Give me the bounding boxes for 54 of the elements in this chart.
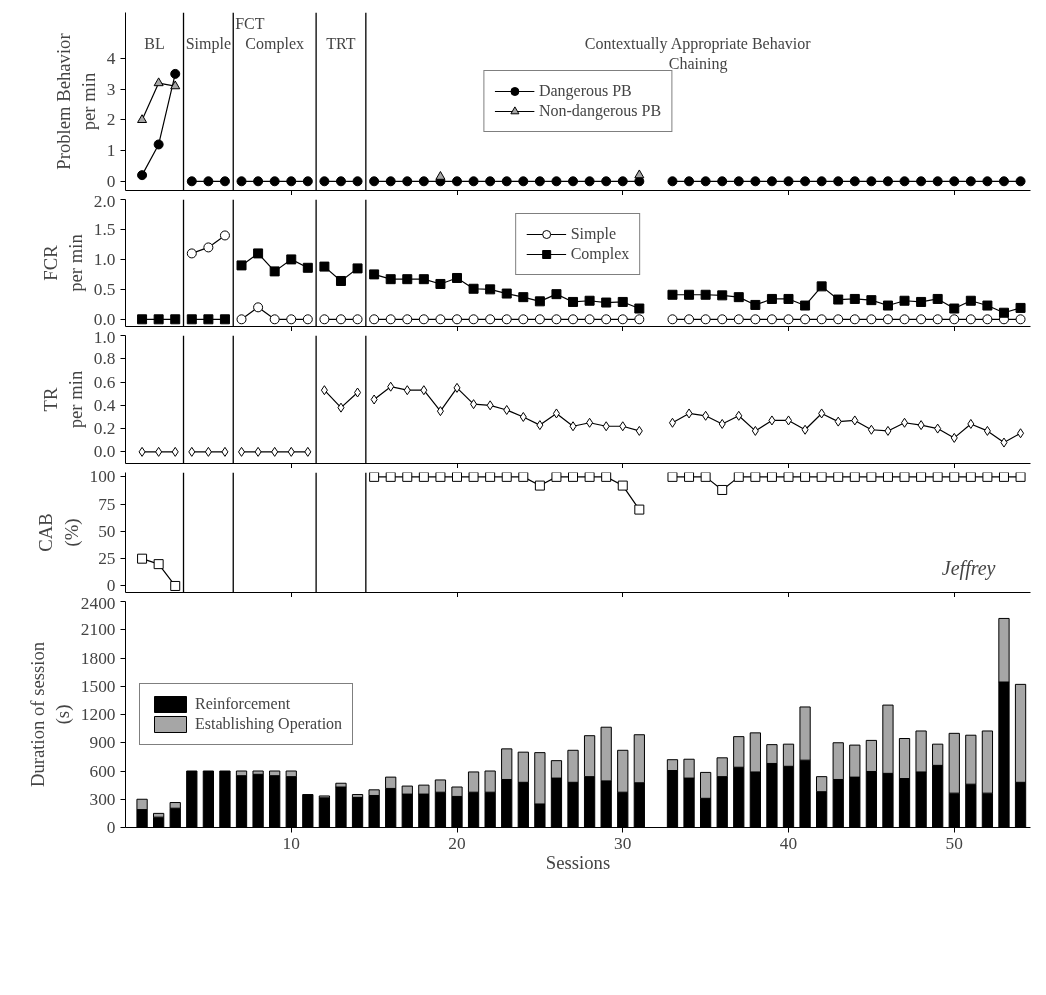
y-tick-label: 1.0 xyxy=(93,249,116,269)
y-tick-label: 2100 xyxy=(80,620,116,640)
x-tick-label: 30 xyxy=(614,833,632,853)
y-tick-label: 0.0 xyxy=(93,309,116,329)
legend-label: Non-dangerous PB xyxy=(538,102,662,120)
annotation: Simple xyxy=(185,34,232,53)
y-tick-label: 2400 xyxy=(80,593,116,613)
y-tick-label: 0.5 xyxy=(93,279,116,299)
y-tick-label: 0 xyxy=(106,171,116,191)
x-tick-label: 40 xyxy=(779,833,798,853)
y-tick-label: 2 xyxy=(106,110,116,130)
y-axis-title: TR per min xyxy=(39,370,86,429)
y-tick-label: 0.6 xyxy=(93,372,116,392)
y-tick-label: 0.2 xyxy=(93,419,116,439)
x-tick-label: 10 xyxy=(282,833,300,853)
y-tick-label: 1 xyxy=(106,141,116,161)
legend-label: Simple xyxy=(570,225,617,243)
y-tick-label: 0 xyxy=(106,818,116,837)
y-tick-label: 1.5 xyxy=(93,219,116,239)
y-axis-title: Duration of session (s) xyxy=(26,641,74,788)
annotation: BL xyxy=(144,34,165,52)
y-tick-label: 1500 xyxy=(80,676,116,696)
y-tick-label: 4 xyxy=(106,49,116,69)
annotation: TRT xyxy=(326,34,356,52)
y-tick-label: 2.0 xyxy=(93,191,116,211)
x-axis-title: Sessions xyxy=(545,851,611,873)
annotation: Complex xyxy=(245,34,305,53)
legend-label: Complex xyxy=(570,245,630,263)
y-tick-label: 25 xyxy=(98,549,116,569)
x-tick-label: 20 xyxy=(448,833,466,853)
y-tick-label: 1.0 xyxy=(93,327,116,347)
legend-label: Establishing Operation xyxy=(195,715,343,733)
y-tick-label: 600 xyxy=(89,761,116,781)
y-tick-label: 50 xyxy=(98,521,116,541)
y-axis-title: FCR per min xyxy=(39,233,86,292)
x-tick-label: 50 xyxy=(945,833,963,853)
y-tick-label: 0.8 xyxy=(93,349,116,369)
legend-label: Reinforcement xyxy=(195,695,291,713)
legend-label: Dangerous PB xyxy=(538,82,632,100)
annotation: Contextually Appropriate Behavior Chaining xyxy=(584,34,812,73)
y-tick-label: 75 xyxy=(98,494,116,514)
annotation: Jeffrey xyxy=(941,556,996,580)
y-tick-label: 0 xyxy=(106,576,116,596)
y-tick-label: 0.0 xyxy=(93,442,116,462)
y-tick-label: 1200 xyxy=(80,705,116,724)
y-tick-label: 0.4 xyxy=(93,395,116,415)
annotation: FCT xyxy=(235,14,265,32)
y-tick-label: 300 xyxy=(89,789,116,809)
y-tick-label: 3 xyxy=(106,79,116,99)
y-axis-title: CAB (%) xyxy=(35,513,83,552)
y-tick-label: 1800 xyxy=(80,648,116,668)
y-tick-label: 900 xyxy=(89,733,116,753)
y-axis-title: Problem Behavior per min xyxy=(52,32,99,170)
y-tick-label: 100 xyxy=(89,467,116,487)
